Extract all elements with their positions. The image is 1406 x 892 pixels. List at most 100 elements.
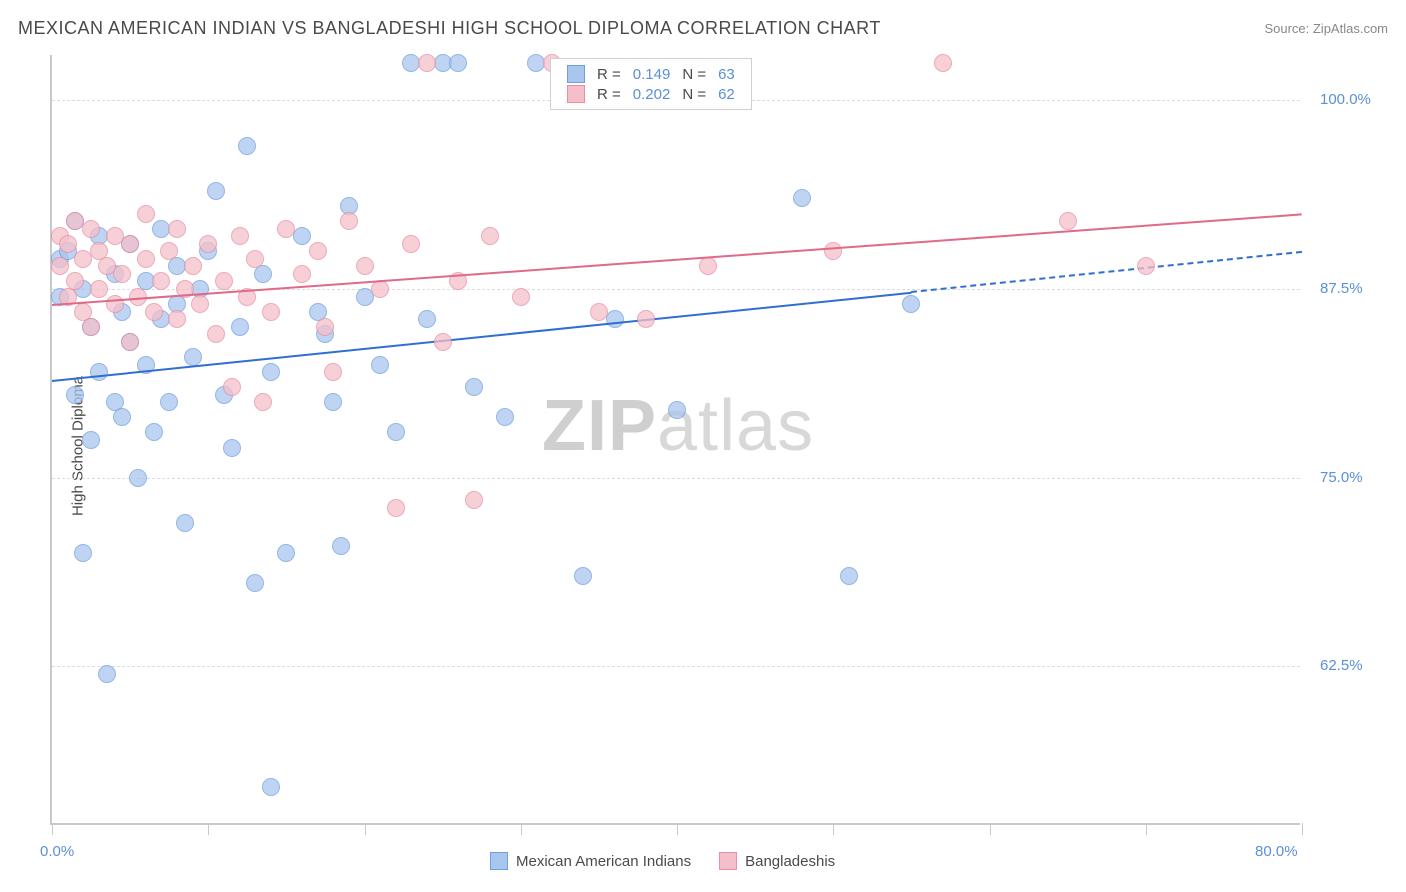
- data-point: [418, 54, 436, 72]
- data-point: [121, 333, 139, 351]
- r-value: 0.202: [627, 84, 677, 104]
- data-point: [481, 227, 499, 245]
- data-point: [316, 318, 334, 336]
- data-point: [246, 250, 264, 268]
- x-tick-label: 0.0%: [40, 843, 74, 860]
- x-tick-label: 80.0%: [1255, 843, 1298, 860]
- x-tick: [833, 823, 834, 835]
- x-tick: [208, 823, 209, 835]
- legend-series-label: Bangladeshis: [745, 853, 835, 870]
- legend-stats-row: R =0.202N =62: [561, 84, 741, 104]
- data-point: [168, 220, 186, 238]
- x-tick: [52, 823, 53, 835]
- data-point: [98, 665, 116, 683]
- watermark: ZIPatlas: [542, 385, 814, 467]
- chart-container: MEXICAN AMERICAN INDIAN VS BANGLADESHI H…: [0, 0, 1406, 892]
- gridline-h: [52, 666, 1300, 667]
- legend-series-item: Mexican American Indians: [490, 852, 691, 870]
- n-label: N =: [676, 84, 712, 104]
- data-point: [152, 272, 170, 290]
- legend-series: Mexican American Indians Bangladeshis: [490, 852, 835, 870]
- legend-swatch: [490, 852, 508, 870]
- data-point: [793, 189, 811, 207]
- legend-swatch: [719, 852, 737, 870]
- legend-stats-row: R =0.149N =63: [561, 64, 741, 84]
- data-point: [324, 393, 342, 411]
- legend-swatch: [567, 85, 585, 103]
- data-point: [207, 325, 225, 343]
- r-label: R =: [591, 64, 627, 84]
- n-value: 63: [712, 64, 741, 84]
- data-point: [465, 491, 483, 509]
- data-point: [66, 272, 84, 290]
- data-point: [176, 514, 194, 532]
- data-point: [934, 54, 952, 72]
- data-point: [402, 235, 420, 253]
- data-point: [82, 220, 100, 238]
- data-point: [231, 227, 249, 245]
- data-point: [106, 295, 124, 313]
- data-point: [129, 469, 147, 487]
- data-point: [699, 257, 717, 275]
- data-point: [82, 318, 100, 336]
- data-point: [332, 537, 350, 555]
- data-point: [434, 333, 452, 351]
- data-point: [184, 348, 202, 366]
- data-point: [496, 408, 514, 426]
- data-point: [90, 363, 108, 381]
- x-tick: [1302, 823, 1303, 835]
- x-tick: [990, 823, 991, 835]
- data-point: [277, 220, 295, 238]
- data-point: [160, 242, 178, 260]
- chart-header: MEXICAN AMERICAN INDIAN VS BANGLADESHI H…: [0, 0, 1406, 50]
- data-point: [902, 295, 920, 313]
- r-value: 0.149: [627, 64, 677, 84]
- legend-swatch: [567, 65, 585, 83]
- data-point: [51, 257, 69, 275]
- y-tick-label: 100.0%: [1320, 91, 1371, 108]
- data-point: [238, 137, 256, 155]
- data-point: [137, 205, 155, 223]
- data-point: [199, 235, 217, 253]
- data-point: [145, 303, 163, 321]
- x-tick: [1146, 823, 1147, 835]
- y-tick-label: 87.5%: [1320, 280, 1363, 297]
- data-point: [262, 778, 280, 796]
- data-point: [160, 393, 178, 411]
- data-point: [371, 280, 389, 298]
- data-point: [121, 235, 139, 253]
- gridline-h: [52, 478, 1300, 479]
- data-point: [1137, 257, 1155, 275]
- data-point: [606, 310, 624, 328]
- chart-title: MEXICAN AMERICAN INDIAN VS BANGLADESHI H…: [18, 18, 881, 39]
- data-point: [590, 303, 608, 321]
- data-point: [371, 356, 389, 374]
- data-point: [82, 431, 100, 449]
- data-point: [356, 257, 374, 275]
- data-point: [324, 363, 342, 381]
- data-point: [574, 567, 592, 585]
- data-point: [824, 242, 842, 260]
- data-point: [145, 423, 163, 441]
- data-point: [293, 227, 311, 245]
- n-label: N =: [676, 64, 712, 84]
- data-point: [137, 250, 155, 268]
- data-point: [246, 574, 264, 592]
- data-point: [293, 265, 311, 283]
- watermark-bold: ZIP: [542, 386, 657, 466]
- data-point: [262, 363, 280, 381]
- data-point: [90, 280, 108, 298]
- data-point: [512, 288, 530, 306]
- y-tick-label: 62.5%: [1320, 657, 1363, 674]
- legend-series-item: Bangladeshis: [719, 852, 835, 870]
- r-label: R =: [591, 84, 627, 104]
- trend-line: [911, 251, 1302, 293]
- data-point: [191, 295, 209, 313]
- y-tick-label: 75.0%: [1320, 469, 1363, 486]
- data-point: [387, 499, 405, 517]
- data-point: [309, 242, 327, 260]
- data-point: [340, 212, 358, 230]
- data-point: [668, 401, 686, 419]
- data-point: [231, 318, 249, 336]
- data-point: [1059, 212, 1077, 230]
